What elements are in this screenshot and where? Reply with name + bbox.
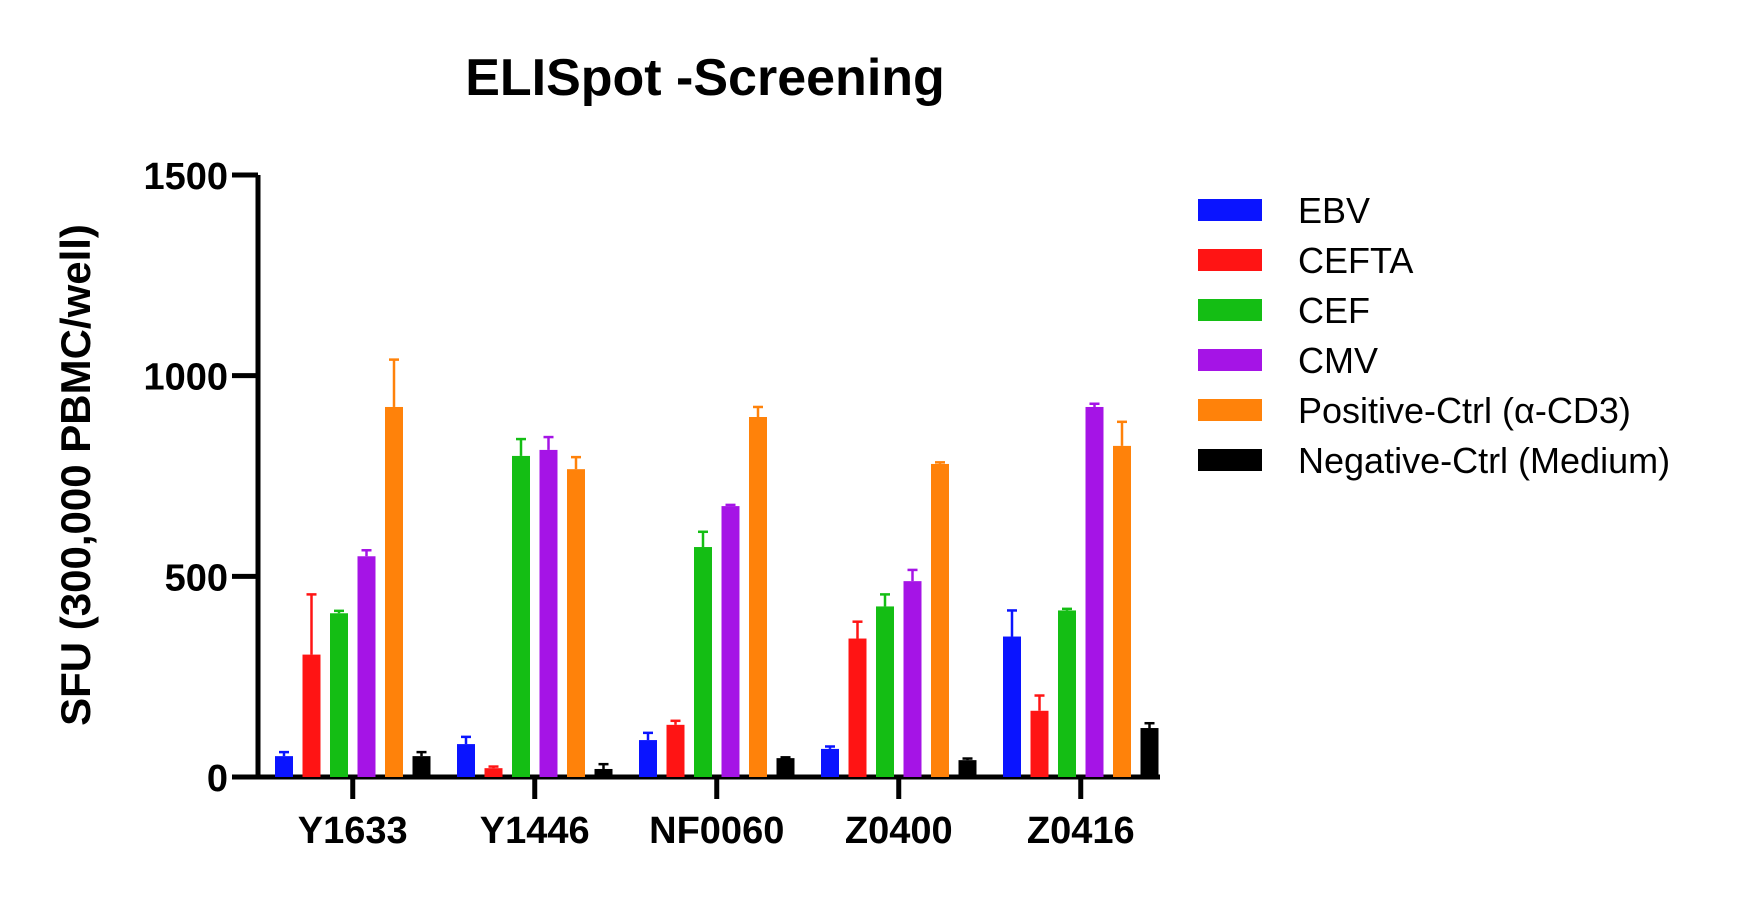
- bar-positive-ctrl-cd3-z0416: [1113, 445, 1131, 777]
- bar-negative-ctrl-medium-nf0060: [776, 758, 795, 777]
- legend-label: EBV: [1298, 190, 1370, 231]
- y-tick-label: 0: [207, 758, 228, 800]
- bar-ebv-y1633: [275, 756, 293, 777]
- bar-cefta-z0416: [1030, 710, 1049, 777]
- bar-negative-ctrl-medium-z0400: [958, 760, 977, 777]
- bar-negative-ctrl-medium-y1633: [412, 756, 431, 777]
- bar-ebv-y1446: [457, 744, 475, 777]
- y-tick-label: 1000: [143, 357, 228, 399]
- x-category-label: NF0060: [649, 810, 784, 852]
- bar-cmv-z0400: [903, 581, 922, 777]
- bar-positive-ctrl-cd3-z0400: [931, 463, 949, 777]
- legend-swatch: [1198, 349, 1262, 371]
- bar-cef-z0416: [1058, 610, 1076, 777]
- legend-label: CEFTA: [1298, 240, 1413, 281]
- legend-swatch: [1198, 399, 1262, 421]
- legend-swatch: [1198, 449, 1262, 471]
- bar-cmv-nf0060: [721, 506, 740, 777]
- bars-group: [275, 358, 1159, 777]
- legend-label: CEF: [1298, 290, 1370, 331]
- bar-cefta-y1633: [302, 654, 321, 777]
- x-category-label: Y1633: [298, 810, 408, 852]
- bar-ebv-z0416: [1003, 636, 1021, 777]
- axes: 0 500 1000 1500 Y1633 Y1446 NF0060 Z0400 Z0416: [143, 156, 1160, 852]
- bar-cef-y1633: [330, 613, 348, 777]
- bar-cefta-nf0060: [666, 724, 685, 777]
- bar-ebv-z0400: [821, 748, 839, 777]
- bar-negative-ctrl-medium-z0416: [1140, 728, 1159, 777]
- legend-label: CMV: [1298, 340, 1378, 381]
- legend-label: Positive-Ctrl (α-CD3): [1298, 390, 1631, 431]
- y-axis-label: SFU (300,000 PBMC/well): [52, 224, 99, 726]
- bar-cefta-y1446: [484, 768, 503, 777]
- bar-cmv-y1633: [357, 556, 376, 777]
- bar-cmv-z0416: [1085, 406, 1104, 777]
- bar-positive-ctrl-cd3-y1633: [385, 406, 403, 777]
- bar-ebv-nf0060: [639, 740, 657, 777]
- legend-swatch: [1198, 249, 1262, 271]
- x-category-label: Z0400: [845, 810, 953, 852]
- y-tick-label: 1500: [143, 156, 228, 198]
- bar-positive-ctrl-cd3-y1446: [567, 469, 585, 777]
- bar-positive-ctrl-cd3-nf0060: [749, 417, 767, 777]
- x-category-label: Z0416: [1027, 810, 1135, 852]
- x-category-label: Y1446: [480, 810, 590, 852]
- bar-cef-y1446: [512, 455, 530, 777]
- y-tick-label: 500: [165, 557, 228, 599]
- legend-label: Negative-Ctrl (Medium): [1298, 440, 1670, 481]
- bar-cef-nf0060: [694, 547, 712, 777]
- bar-cmv-y1446: [539, 449, 558, 777]
- legend: EBV CEFTA CEF CMV Positive-Ctrl (α-CD3) Negat…: [1198, 190, 1670, 481]
- bar-cef-z0400: [876, 606, 894, 777]
- bar-negative-ctrl-medium-y1446: [594, 768, 613, 777]
- legend-swatch: [1198, 299, 1262, 321]
- bar-cefta-z0400: [848, 638, 867, 777]
- chart-title: ELISpot -Screening: [465, 49, 945, 107]
- legend-swatch: [1198, 199, 1262, 221]
